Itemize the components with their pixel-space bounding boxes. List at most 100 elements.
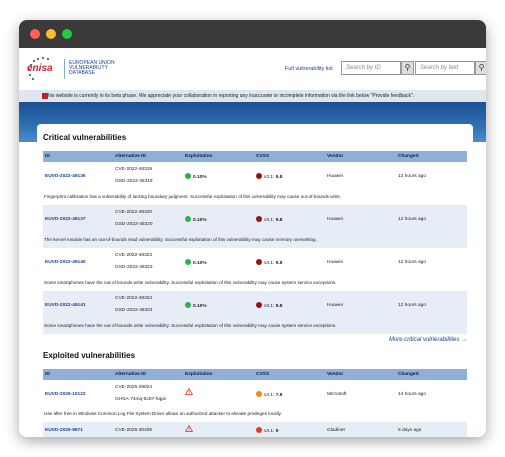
column-header[interactable]: Alternative ID (115, 372, 146, 377)
vendor: Huawei (327, 303, 343, 308)
column-header[interactable]: ID (45, 372, 50, 377)
table-row[interactable]: EUVD-2022-49141 CVE-2022-48324 GSD-2022-… (43, 291, 467, 334)
beta-notice: This website is currently in its beta ph… (19, 90, 486, 102)
browser-window: enisa EUROPEAN UNION VULNERABILITY DATAB… (19, 20, 486, 437)
vendor: Microsoft (327, 392, 347, 397)
column-header[interactable]: Changed (398, 372, 419, 377)
alternative-id: CVE-2025-30406 (115, 428, 153, 433)
column-header[interactable]: Vendor (327, 372, 344, 377)
logo-line: VULNERABILITY (69, 65, 108, 71)
column-header[interactable]: ID (45, 154, 50, 159)
vulnerability-description: Fingerprint calibration has a vulnerabil… (44, 194, 342, 199)
column-header[interactable]: Exploitation (185, 372, 213, 377)
alternative-id: GHSA-74mq-6c57-hqpx (115, 397, 167, 402)
minimize-window-button[interactable] (46, 29, 56, 39)
cvss-value: v3.1: 9.8 (256, 302, 282, 309)
status-dot-icon (185, 259, 191, 265)
table-row[interactable]: EUVD-2025-9671 CVE-2025-30406 v3.1: 9 Gl… (43, 422, 467, 437)
column-header[interactable]: Exploitation (185, 154, 213, 159)
severity-dot-icon (256, 216, 262, 222)
alternative-id: GSD-2022-48324 (115, 308, 153, 313)
exploited-warning (185, 388, 193, 397)
vulnerability-id-link[interactable]: EUVD-2025-10122 (45, 392, 86, 397)
vulnerability-id-link[interactable]: EUVD-2022-49137 (45, 217, 86, 222)
search-icon[interactable]: ⚲ (475, 61, 486, 75)
alternative-id: CVE-2022-48319 (115, 167, 153, 172)
column-header[interactable]: CVSS (256, 154, 270, 159)
logo-line: DATABASE (69, 70, 95, 76)
close-window-button[interactable] (30, 29, 40, 39)
eu-stars-icon (28, 57, 49, 80)
cvss-value: v3.1: 9.8 (256, 173, 282, 180)
more-critical-vulnerabilities-link[interactable]: More critical vulnerabilities → (388, 337, 467, 343)
status-dot-icon (185, 216, 191, 222)
logo-line: EUROPEAN UNION (69, 60, 115, 66)
vulnerability-description: The kernel module has an out-of-bounds r… (44, 237, 317, 242)
column-header[interactable]: CVSS (256, 372, 270, 377)
info-icon (42, 93, 48, 99)
vendor: Huawei (327, 217, 343, 222)
exploited-warning (185, 425, 193, 434)
exploitation-value: 0.10% (185, 216, 207, 223)
content-card: Critical vulnerabilities ID Alternative … (37, 124, 473, 437)
severity-dot-icon (256, 427, 262, 433)
status-dot-icon (185, 173, 191, 179)
full-vulnerability-list-link[interactable]: Full vulnerability list (285, 66, 333, 72)
logo-divider (64, 59, 65, 79)
changed-time: 12 hours ago (398, 174, 427, 179)
alternative-id: GSD-2022-48319 (115, 179, 153, 184)
column-header[interactable]: Alternative ID (115, 154, 146, 159)
search-icon[interactable]: ⚲ (401, 61, 414, 75)
severity-dot-icon (256, 173, 262, 179)
exploitation-value: 0.10% (185, 302, 207, 309)
alternative-id: CVE-2025-29824 (115, 385, 153, 390)
vulnerability-description: Some smartphones have the out-of-bounds … (44, 280, 337, 285)
exploitation-value: 0.10% (185, 173, 207, 180)
site-header: enisa EUROPEAN UNION VULNERABILITY DATAB… (19, 48, 486, 90)
table-header: ID Alternative ID Exploitation CVSS Vend… (43, 151, 467, 162)
maximize-window-button[interactable] (62, 29, 72, 39)
vulnerability-id-link[interactable]: EUVD-2022-49136 (45, 174, 86, 179)
column-header[interactable]: Changed (398, 154, 419, 159)
table-row[interactable]: EUVD-2022-49137 CVE-2022-48320 GSD-2022-… (43, 205, 467, 248)
exploitation-value: 0.10% (185, 259, 207, 266)
vulnerability-id-link[interactable]: EUVD-2025-9671 (45, 428, 83, 433)
search-by-text-input[interactable]: Search by text (415, 61, 475, 75)
alternative-id: GSD-2022-48323 (115, 265, 153, 270)
vendor: Gladinet (327, 428, 345, 433)
cvss-value: v3.1: 9.8 (256, 259, 282, 266)
cvss-value: v3.1: 9 (256, 427, 278, 434)
cvss-value: v3.1: 7.8 (256, 391, 282, 398)
alternative-id: CVE-2022-48320 (115, 210, 153, 215)
vendor: Huawei (327, 260, 343, 265)
table-row[interactable]: EUVD-2025-10122 CVE-2025-29824 GHSA-74mq… (43, 380, 467, 422)
status-dot-icon (185, 302, 191, 308)
vulnerability-description: Use after free in Windows Common Log Fil… (44, 411, 282, 416)
section-title-critical: Critical vulnerabilities (43, 133, 127, 142)
changed-time: 12 hours ago (398, 303, 427, 308)
warning-icon (185, 425, 193, 432)
section-title-exploited: Exploited vulnerabilities (43, 351, 136, 360)
changed-time: 12 hours ago (398, 260, 427, 265)
column-header[interactable]: Vendor (327, 154, 344, 159)
changed-time: 12 hours ago (398, 217, 427, 222)
table-row[interactable]: EUVD-2022-49136 CVE-2022-48319 GSD-2022-… (43, 162, 467, 205)
changed-time: 14 hours ago (398, 392, 427, 397)
alternative-id: CVE-2022-48324 (115, 296, 153, 301)
logo-text[interactable]: enisa (27, 63, 53, 74)
changed-time: 8 days ago (398, 428, 422, 433)
warning-icon (185, 388, 193, 395)
table-header: ID Alternative ID Exploitation CVSS Vend… (43, 369, 467, 380)
vendor: Huawei (327, 174, 343, 179)
alternative-id: GSD-2022-48320 (115, 222, 153, 227)
search-by-id-input[interactable]: Search by ID (341, 61, 401, 75)
severity-dot-icon (256, 391, 262, 397)
severity-dot-icon (256, 302, 262, 308)
table-row[interactable]: EUVD-2022-49140 CVE-2022-48323 GSD-2022-… (43, 248, 467, 291)
alternative-id: CVE-2022-48323 (115, 253, 153, 258)
cvss-value: v3.1: 9.8 (256, 216, 282, 223)
beta-notice-text: This website is currently in its beta ph… (45, 93, 415, 99)
vulnerability-id-link[interactable]: EUVD-2022-49141 (45, 303, 86, 308)
vulnerability-id-link[interactable]: EUVD-2022-49140 (45, 260, 86, 265)
vulnerability-description: Some smartphones have the out-of-bounds … (44, 323, 337, 328)
